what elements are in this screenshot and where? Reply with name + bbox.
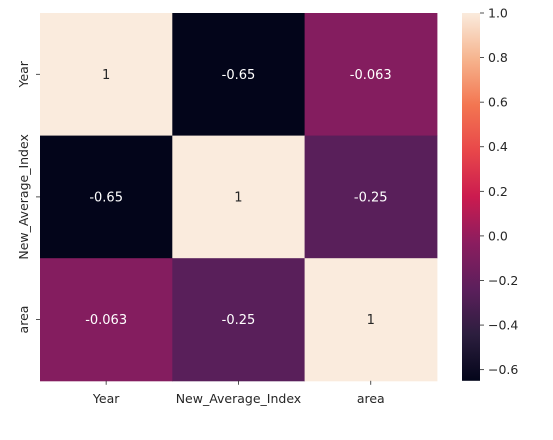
heatmap-cell <box>172 13 306 137</box>
heatmap-cell <box>304 258 438 382</box>
cell-value-label: -0.65 <box>89 190 123 205</box>
colorbar: 1.0 0.8 0.6 0.4 0.2 0.0 −0.2 −0.4 −0.6 <box>462 6 518 381</box>
x-tick-label: area <box>357 391 385 406</box>
heatmap-cell <box>304 135 438 259</box>
colorbar-tick-label: 0.0 <box>488 228 508 243</box>
heatmap-cell <box>40 13 173 137</box>
colorbar-tick-label: 0.2 <box>488 184 508 199</box>
cell-value-label: -0.65 <box>222 68 256 83</box>
y-tick-label: Year <box>16 60 31 88</box>
cell-value-label: -0.063 <box>350 68 392 83</box>
colorbar-tick-label: 0.6 <box>488 95 508 110</box>
heatmap-cell <box>40 135 173 259</box>
heatmap-cell <box>304 13 438 137</box>
colorbar-tick-label: 0.4 <box>488 139 508 154</box>
cell-value-label: -0.25 <box>222 313 256 328</box>
x-axis: Year New_Average_Index area <box>92 380 385 406</box>
heatmap-cell <box>172 135 306 259</box>
x-tick-label: Year <box>92 391 120 406</box>
colorbar-tick-label: −0.4 <box>488 318 518 333</box>
cell-value-label: -0.063 <box>85 313 127 328</box>
heatmap-cells: 1 -0.65 -0.063 -0.65 1 -0.25 -0.063 -0.25 1 <box>40 13 438 382</box>
cell-value-label: 1 <box>102 68 110 83</box>
heatmap-cell <box>172 258 306 382</box>
colorbar-gradient <box>462 13 480 381</box>
cell-value-label: 1 <box>234 190 242 205</box>
y-tick-label: New_Average_Index <box>16 134 31 260</box>
cell-value-label: -0.25 <box>354 190 388 205</box>
y-tick-label: area <box>16 306 31 334</box>
x-tick-label: New_Average_Index <box>176 391 302 406</box>
cell-value-label: 1 <box>367 313 375 328</box>
colorbar-tick-label: −0.2 <box>488 273 518 288</box>
colorbar-tick-label: 1.0 <box>488 6 508 21</box>
heatmap-cell <box>40 258 173 382</box>
colorbar-tick-label: −0.6 <box>488 362 518 377</box>
colorbar-tick-label: 0.8 <box>488 50 508 65</box>
